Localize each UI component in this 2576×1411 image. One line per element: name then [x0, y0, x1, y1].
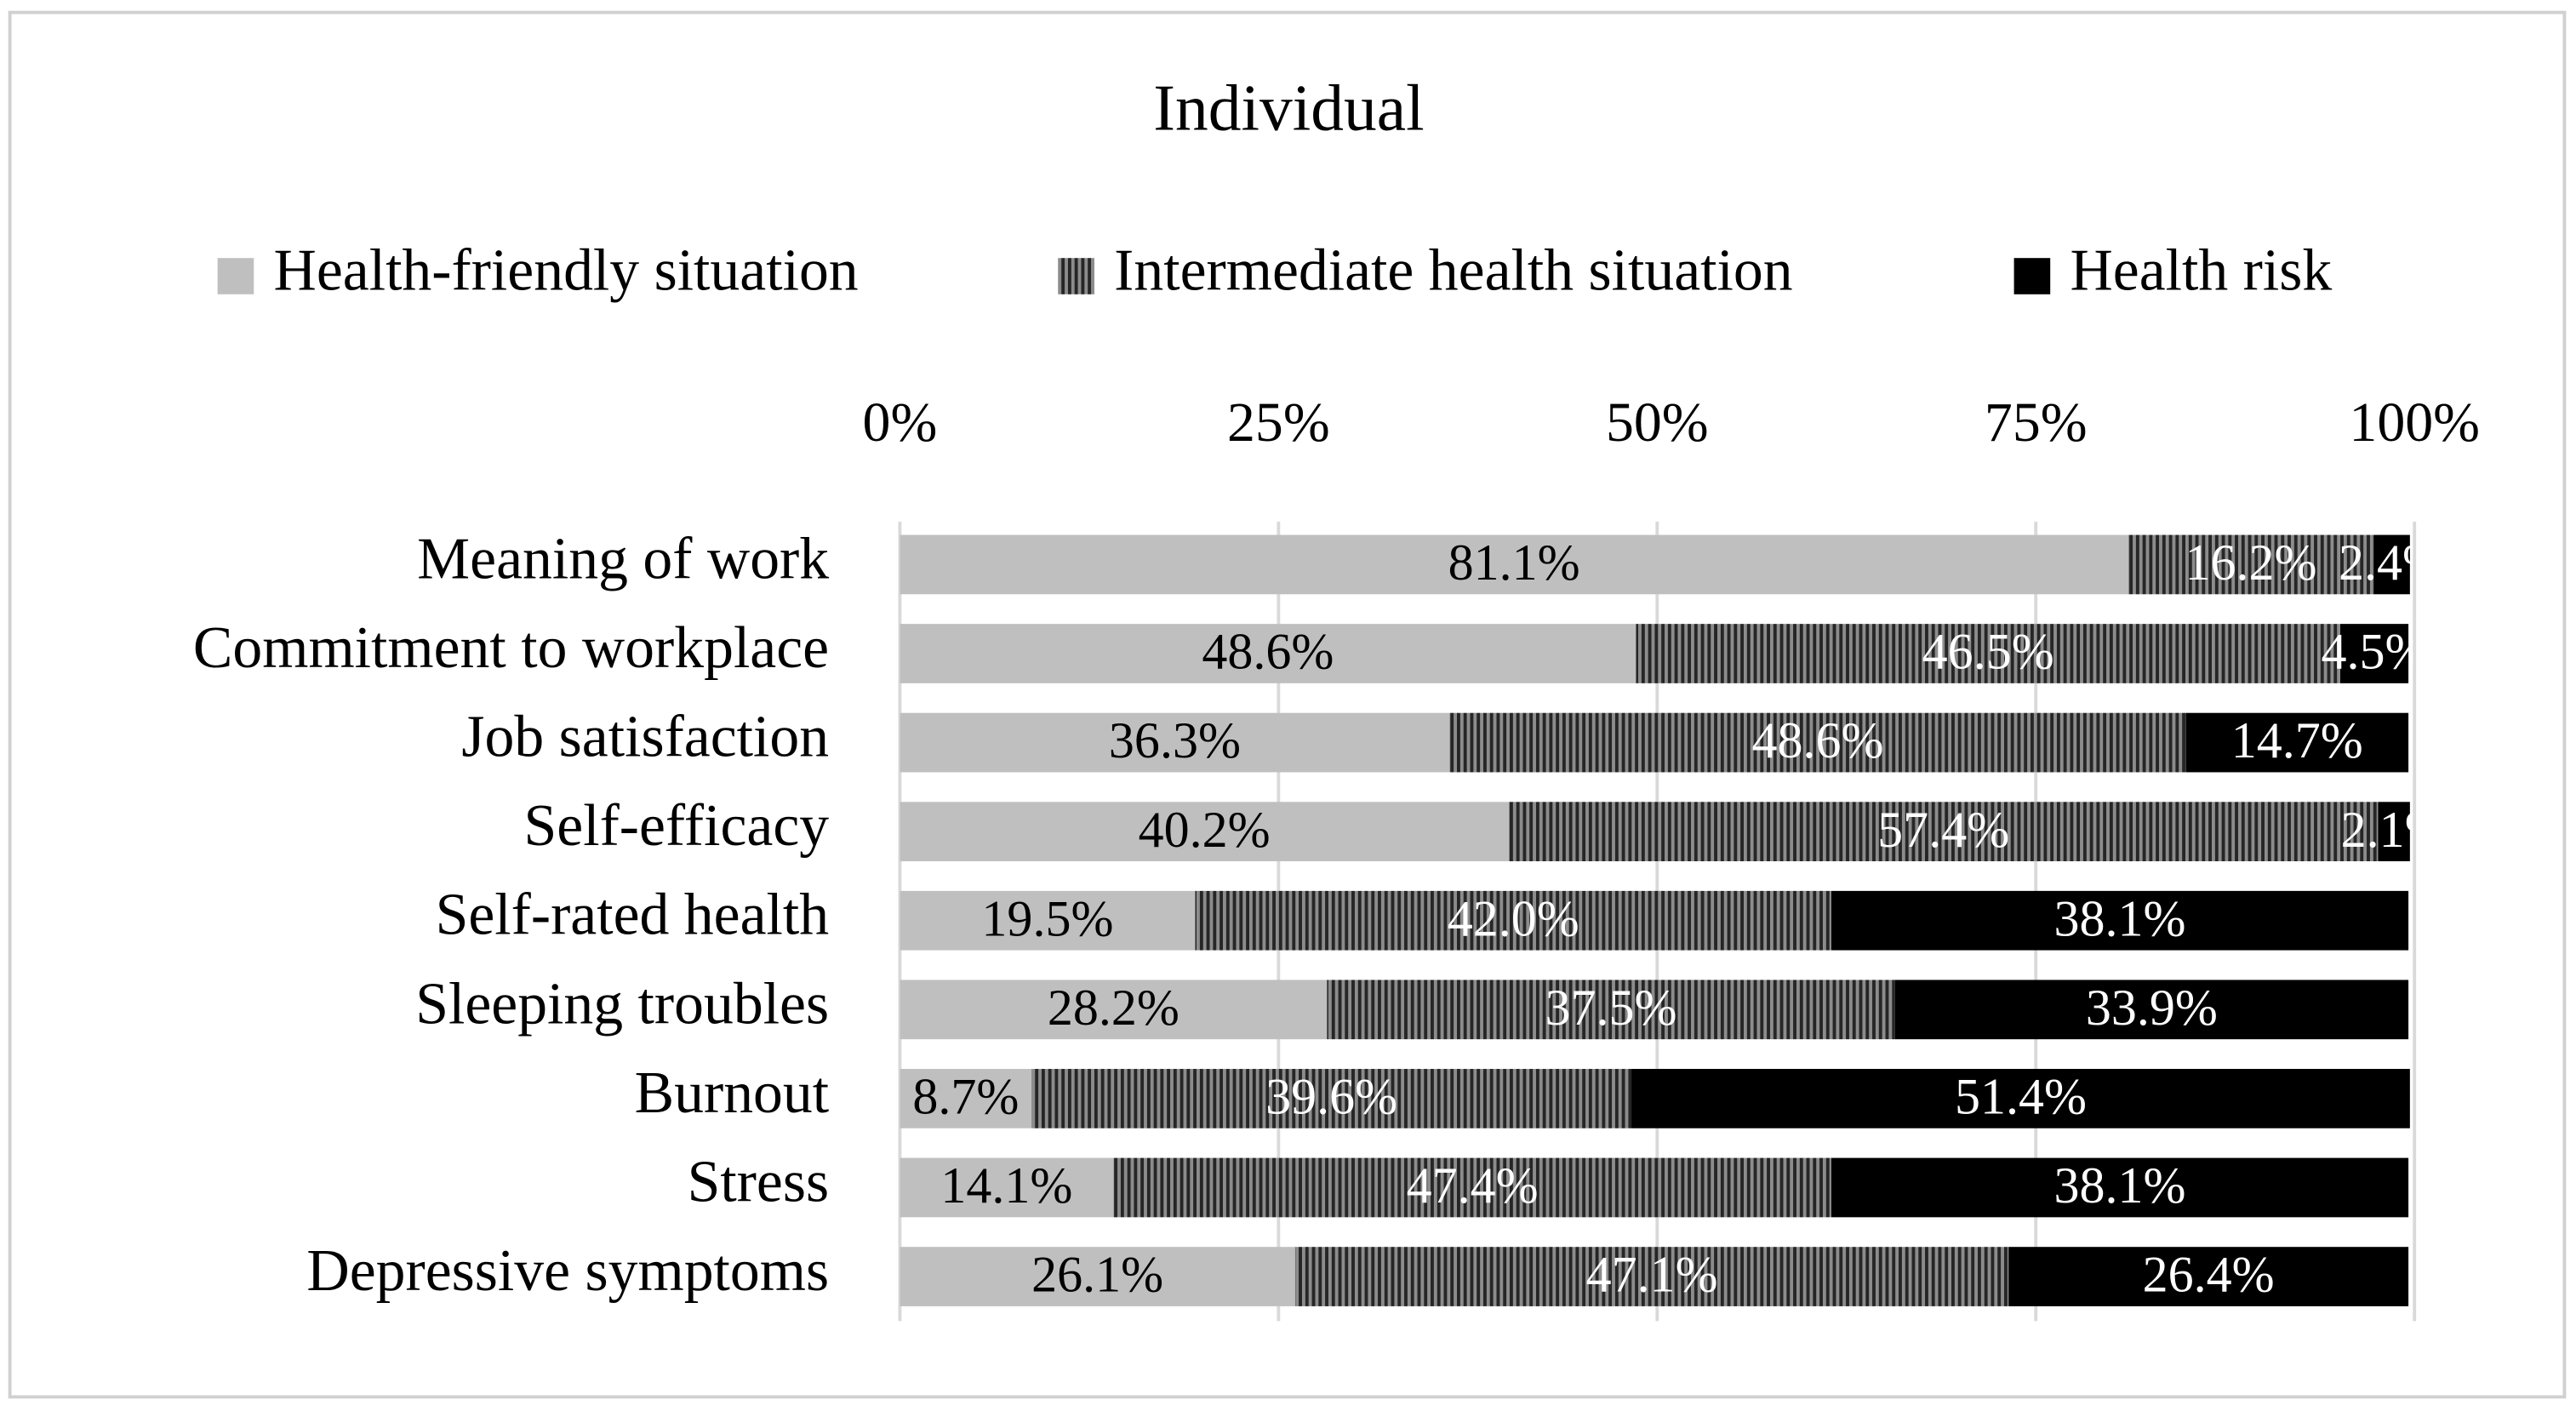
bar-segment	[2373, 534, 2410, 595]
bar-segment	[1294, 1247, 2009, 1306]
legend-label: Intermediate health situation	[1114, 237, 1792, 303]
bar-segment	[900, 1157, 1114, 1218]
bar-segment	[900, 802, 1509, 862]
category-label: Commitment to workplace	[193, 615, 829, 681]
bar-segment	[2185, 712, 2409, 773]
value-label: 47.4%	[1407, 1157, 1539, 1214]
legend-label: Health-friendly situation	[273, 237, 858, 303]
value-label: 8.7%	[912, 1069, 1019, 1125]
category-label: Job satisfaction	[461, 705, 829, 770]
bar-segment	[2339, 624, 2409, 683]
value-label: 46.5%	[1922, 624, 2054, 680]
category-label: Stress	[688, 1149, 830, 1214]
value-label: 38.1%	[2054, 890, 2186, 946]
bar-segment	[2008, 1247, 2409, 1306]
bar-segment	[1327, 980, 1895, 1040]
bar-segment	[900, 534, 2128, 595]
value-label: 38.1%	[2054, 1157, 2186, 1214]
value-label: 81.1%	[1448, 534, 1580, 591]
chart-title: Individual	[1153, 71, 1424, 144]
x-tick-label: 25%	[1227, 391, 1330, 454]
category-label: Self-rated health	[436, 883, 830, 948]
bar-segment	[1113, 1157, 1831, 1218]
bar-segment	[900, 1069, 1032, 1128]
value-label: 48.6%	[1202, 624, 1334, 680]
category-label: Self-efficacy	[524, 793, 830, 859]
bar-segment	[900, 712, 1450, 773]
x-tick-label: 0%	[863, 391, 938, 454]
legend-label: Health risk	[2070, 237, 2332, 303]
legend-swatch	[2013, 258, 2051, 294]
value-label: 19.5%	[981, 890, 1113, 946]
category-label: Sleeping troubles	[415, 971, 829, 1037]
value-label: 48.6%	[1751, 712, 1883, 768]
category-label: Depressive symptoms	[306, 1238, 829, 1304]
x-tick-label: 75%	[1985, 391, 2088, 454]
value-label: 51.4%	[1955, 1069, 2087, 1125]
value-label: 39.6%	[1265, 1069, 1397, 1125]
value-label: 37.5%	[1545, 980, 1677, 1036]
value-label: 36.3%	[1109, 712, 1241, 768]
bar-segment	[1031, 1069, 1632, 1128]
bar-segment	[1449, 712, 2186, 773]
value-label: 14.1%	[940, 1157, 1072, 1214]
bar-segment	[900, 1247, 1295, 1306]
legend-swatch	[217, 258, 254, 294]
bar-segment	[2128, 534, 2374, 595]
bar-segment	[1894, 980, 2409, 1040]
bar-segment	[1636, 624, 2340, 683]
x-tick-label: 100%	[2349, 391, 2480, 454]
value-label: 26.4%	[2143, 1247, 2275, 1303]
value-label: 2.1%	[2341, 802, 2447, 858]
value-label: 4.5%	[2322, 624, 2428, 680]
value-label: 28.2%	[1048, 980, 1179, 1036]
value-label: 47.1%	[1586, 1247, 1718, 1303]
x-tick-label: 50%	[1606, 391, 1709, 454]
bar-segment	[1831, 890, 2409, 951]
value-label: 57.4%	[1877, 802, 2009, 858]
legend-swatch	[1058, 258, 1094, 294]
bar-segment	[900, 980, 1328, 1040]
category-label: Burnout	[635, 1060, 829, 1126]
value-label: 14.7%	[2231, 712, 2363, 768]
bar-segment	[1831, 1157, 2409, 1218]
category-label: Meaning of work	[417, 526, 829, 591]
bar-segment	[900, 890, 1196, 951]
value-label: 16.2%	[2185, 534, 2316, 591]
bar-segment	[900, 624, 1636, 683]
value-label: 40.2%	[1139, 802, 1271, 858]
value-label: 2.4%	[2339, 534, 2445, 591]
bar-segment	[2378, 802, 2410, 862]
value-label: 42.0%	[1448, 890, 1579, 946]
value-label: 26.1%	[1031, 1247, 1163, 1303]
bar-segment	[1508, 802, 2379, 862]
bar-segment	[1195, 890, 1831, 951]
value-label: 33.9%	[2086, 980, 2218, 1036]
bar-segment	[1631, 1069, 2410, 1128]
